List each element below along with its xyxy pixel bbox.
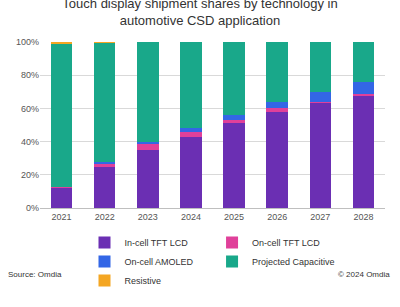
svg-text:2026: 2026 [267,212,287,222]
svg-text:On-cell AMOLED: On-cell AMOLED [125,257,194,267]
svg-text:100%: 100% [16,37,39,47]
svg-text:2022: 2022 [95,212,115,222]
svg-text:20%: 20% [21,170,39,180]
svg-text:Touch display shipment shares: Touch display shipment shares by technol… [62,0,337,28]
svg-text:60%: 60% [21,104,39,114]
svg-text:2028: 2028 [353,212,373,222]
svg-text:2023: 2023 [138,212,158,222]
svg-text:2024: 2024 [181,212,201,222]
svg-text:40%: 40% [21,137,39,147]
svg-text:0%: 0% [26,203,39,213]
svg-text:80%: 80% [21,70,39,80]
svg-text:Resistive: Resistive [125,276,162,286]
svg-text:In-cell TFT LCD: In-cell TFT LCD [125,238,189,248]
svg-text:Projected Capacitive: Projected Capacitive [252,257,335,267]
svg-text:© 2024 Omdia: © 2024 Omdia [338,270,390,279]
svg-text:Source: Omdia: Source: Omdia [8,270,62,279]
svg-text:On-cell TFT LCD: On-cell TFT LCD [252,238,320,248]
svg-text:2025: 2025 [224,212,244,222]
svg-text:2021: 2021 [52,212,72,222]
svg-text:2027: 2027 [310,212,330,222]
